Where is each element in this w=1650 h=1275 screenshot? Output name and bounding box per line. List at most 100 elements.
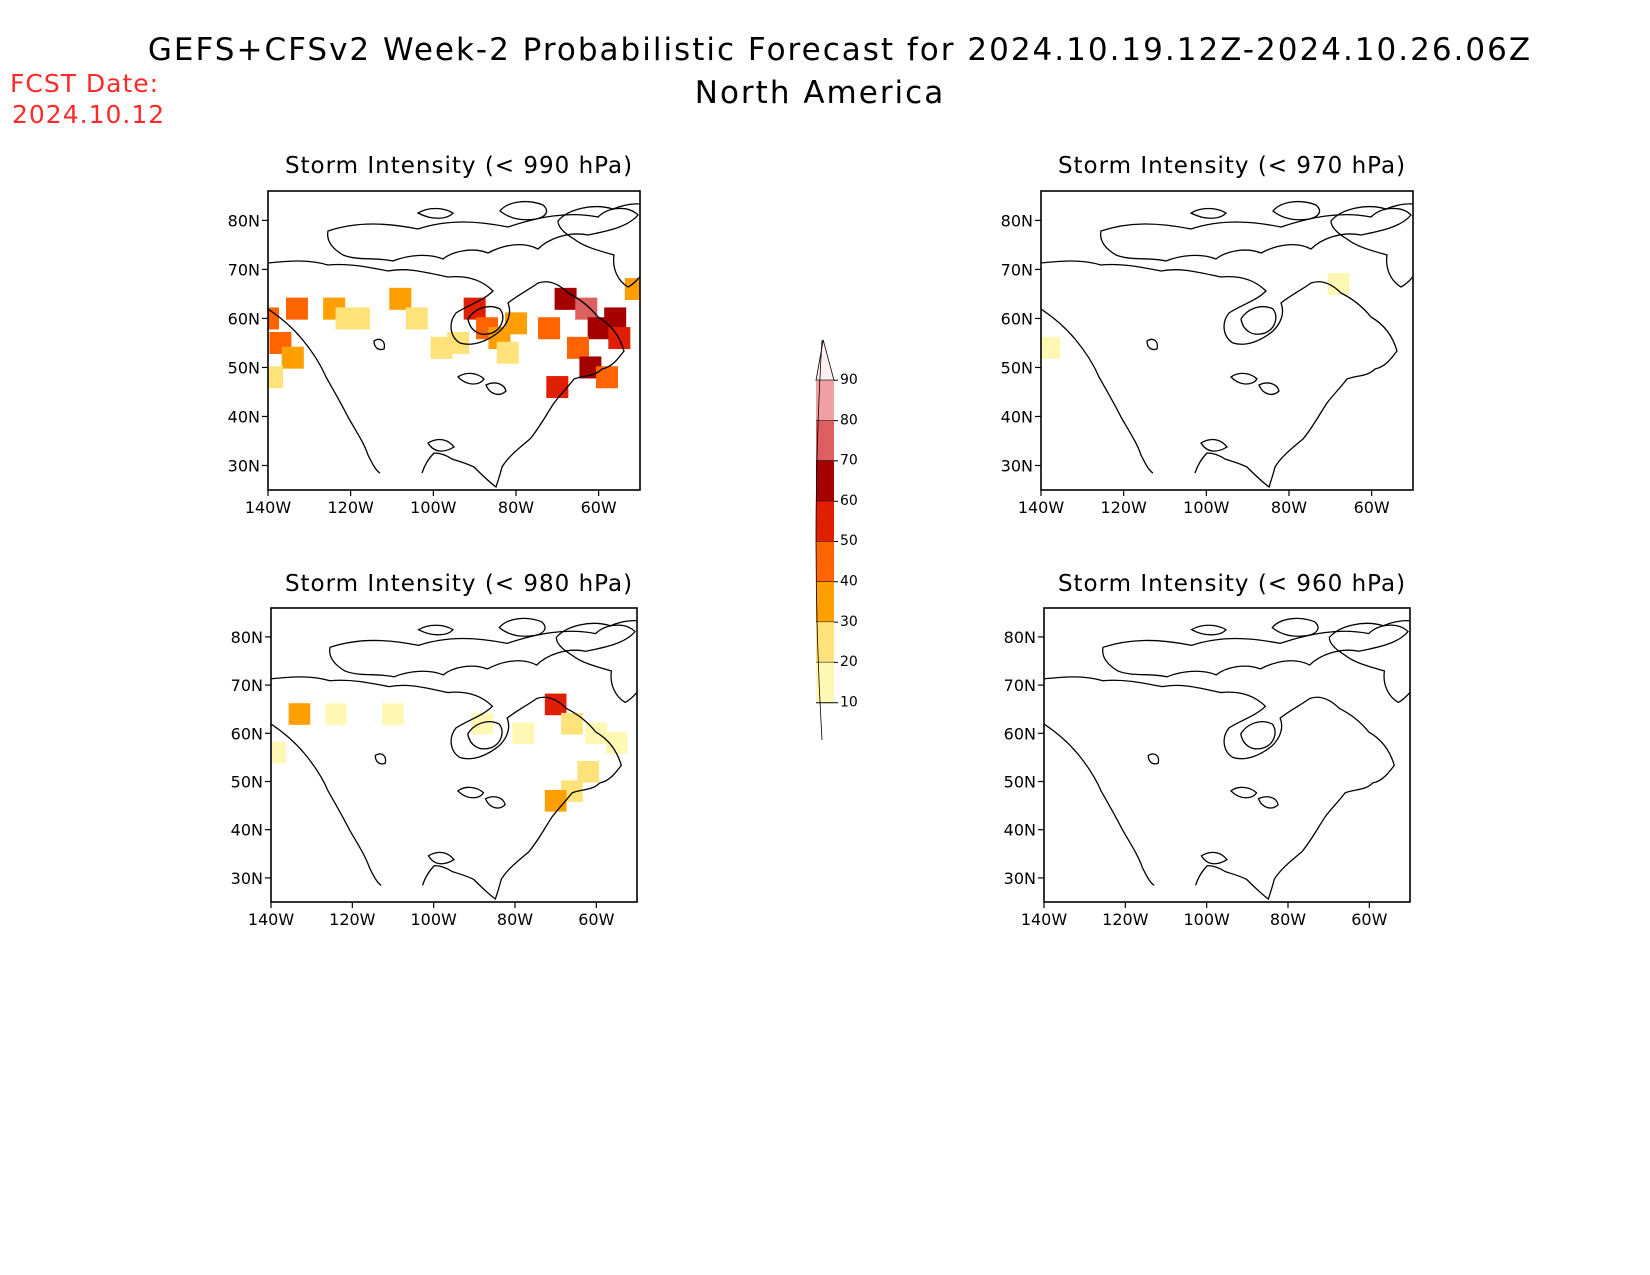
coastline-990 xyxy=(268,200,640,488)
prob-cell xyxy=(288,703,311,725)
colorbar-label: 30 xyxy=(840,614,858,630)
lon-label: 140W xyxy=(245,498,292,517)
colorbar-label: 10 xyxy=(840,694,858,710)
panel-960: Storm Intensity (< 960 hPa) 80N 70N 60N 50N… xyxy=(1004,571,1411,929)
lat-label: 30N xyxy=(1004,869,1036,888)
colorbar-label: 40 xyxy=(840,574,858,590)
lat-label: 70N xyxy=(228,260,260,279)
colorbar-outline xyxy=(815,339,823,741)
colorbar-label: 90 xyxy=(840,372,858,388)
colorbar-label: 70 xyxy=(840,453,858,469)
panel-title-990: Storm Intensity (< 990 hPa) xyxy=(285,153,633,179)
coastline-970 xyxy=(1041,200,1413,488)
prob-layer-970 xyxy=(1041,273,1350,359)
prob-layer-990 xyxy=(268,278,640,399)
lat-label: 60N xyxy=(1004,724,1036,743)
colorbar-swatch xyxy=(816,622,834,663)
lon-label: 100W xyxy=(410,498,457,517)
lon-label: 120W xyxy=(1102,910,1149,929)
lon-label: 60W xyxy=(1351,910,1387,929)
lon-label: 140W xyxy=(1021,910,1068,929)
lat-label: 30N xyxy=(228,456,260,475)
lat-label: 50N xyxy=(231,773,263,792)
colorbar-swatch xyxy=(816,581,834,623)
colorbar-swatch xyxy=(816,460,834,502)
coastline-960 xyxy=(1044,617,1410,900)
coastline-980 xyxy=(271,617,637,900)
map-970 xyxy=(1041,200,1413,488)
frame-980 xyxy=(270,607,638,903)
lon-label: 60W xyxy=(581,498,617,517)
frame-990 xyxy=(267,190,641,491)
lat-label: 70N xyxy=(1004,676,1036,695)
prob-cell xyxy=(389,287,412,310)
lon-label: 120W xyxy=(327,498,374,517)
colorbar-label: 60 xyxy=(840,493,858,509)
prob-cell xyxy=(285,297,308,320)
prob-cell xyxy=(561,712,583,735)
colorbar-swatch xyxy=(815,339,835,381)
prob-cell xyxy=(268,366,284,389)
lat-label: 40N xyxy=(1001,407,1033,426)
prob-cell xyxy=(546,376,569,399)
axes-980: 80N 70N 60N 50N 40N 30N 140W 120W 100W 80W 60W xyxy=(231,628,615,929)
figure-title: GEFS+CFSv2 Week-2 Probabilistic Forecast… xyxy=(148,32,1532,68)
map-980 xyxy=(271,617,637,900)
lon-label: 100W xyxy=(1183,910,1230,929)
lat-label: 80N xyxy=(1004,628,1036,647)
panel-title-980: Storm Intensity (< 980 hPa) xyxy=(285,571,633,597)
prob-cell xyxy=(268,307,279,330)
prob-cell xyxy=(567,336,589,359)
prob-cell xyxy=(585,722,608,745)
prob-cell xyxy=(544,693,567,716)
figure-subtitle: North America xyxy=(695,75,945,111)
frame-960 xyxy=(1043,607,1411,903)
colorbar-label: 50 xyxy=(840,533,858,549)
lat-label: 60N xyxy=(228,309,260,328)
axes-960: 80N 70N 60N 50N 40N 30N 140W 120W 100W 80W 60W xyxy=(1004,628,1388,929)
axes-990: 80N 70N 60N 50N 40N 30N 140W 120W 100W 80W 60W xyxy=(228,211,617,517)
lon-label: 100W xyxy=(410,910,457,929)
colorbar-swatch xyxy=(816,501,834,542)
prob-cell xyxy=(544,789,567,812)
prob-cell xyxy=(587,317,610,340)
panel-990: Storm Intensity (< 990 hPa) 80N 70N 60N 50N… xyxy=(228,153,641,517)
colorbar-swatch xyxy=(816,420,834,461)
lon-label: 80W xyxy=(1270,910,1306,929)
prob-cell xyxy=(463,297,486,320)
map-960 xyxy=(1044,617,1410,900)
prob-layer-980 xyxy=(271,693,628,812)
colorbar: 90 80 70 60 50 40 30 20 10 xyxy=(815,339,858,741)
lat-label: 80N xyxy=(228,211,260,230)
colorbar-swatch xyxy=(816,541,834,582)
colorbar-swatch xyxy=(816,380,834,421)
colorbar-swatch xyxy=(816,662,834,703)
prob-cell xyxy=(447,331,470,354)
prob-cell xyxy=(281,346,304,369)
lat-label: 70N xyxy=(231,676,263,695)
lat-label: 40N xyxy=(228,407,260,426)
prob-cell xyxy=(554,287,577,310)
lon-label: 80W xyxy=(1271,498,1307,517)
prob-cell xyxy=(496,341,519,364)
panel-980: Storm Intensity (< 980 hPa) 80N 70N 60N 50N… xyxy=(231,571,638,929)
colorbar-label: 80 xyxy=(840,412,858,428)
lat-label: 40N xyxy=(231,821,263,840)
lon-label: 120W xyxy=(1100,498,1147,517)
lat-label: 30N xyxy=(231,869,263,888)
prob-cell xyxy=(512,722,534,745)
panel-title-960: Storm Intensity (< 960 hPa) xyxy=(1058,571,1406,597)
prob-cell xyxy=(505,312,527,335)
lat-label: 30N xyxy=(1001,456,1033,475)
lon-label: 80W xyxy=(498,498,534,517)
prob-cell xyxy=(577,761,600,783)
lon-label: 80W xyxy=(497,910,533,929)
lat-label: 50N xyxy=(1004,773,1036,792)
prob-cell xyxy=(624,278,640,301)
prob-cell xyxy=(405,307,428,330)
fcst-date-label: FCST Date: xyxy=(10,69,159,98)
lat-label: 50N xyxy=(228,358,260,377)
map-990 xyxy=(268,200,640,488)
colorbar-label: 20 xyxy=(840,654,858,670)
